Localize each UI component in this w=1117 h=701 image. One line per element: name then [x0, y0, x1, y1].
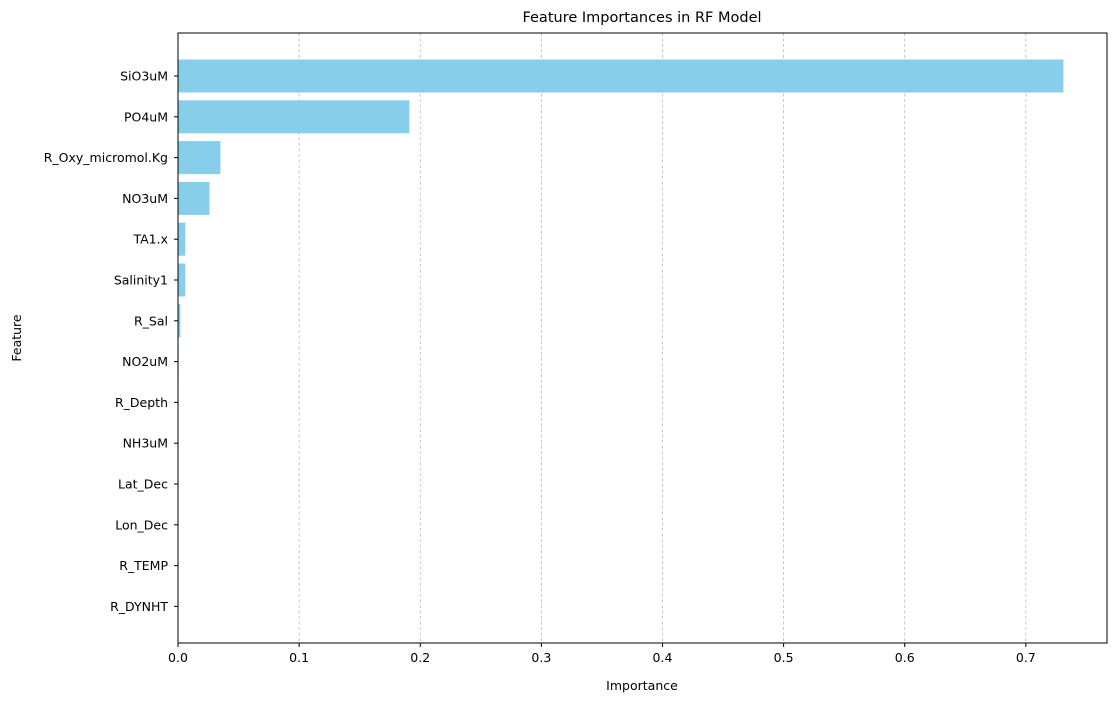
y-tick-label: NO3uM	[122, 191, 168, 206]
y-tick-label: SiO3uM	[120, 69, 168, 84]
x-axis-label: Importance	[606, 678, 678, 693]
x-tick-label: 0.6	[895, 650, 915, 665]
x-tick-label: 0.4	[653, 650, 673, 665]
plot-frame	[177, 32, 1108, 644]
bar-po4um	[178, 100, 410, 134]
y-tick-label: Lat_Dec	[118, 477, 168, 492]
y-tick-label: PO4uM	[124, 109, 168, 124]
bar-ta1-x	[178, 222, 186, 256]
bar-salinity1	[178, 263, 186, 297]
x-tick-label: 0.0	[168, 650, 188, 665]
x-tick-label: 0.7	[1016, 650, 1036, 665]
bar-no3um	[178, 181, 210, 215]
chart-title: Feature Importances in RF Model	[522, 10, 761, 26]
y-tick-label: R_Sal	[134, 313, 168, 328]
x-tick-label: 0.3	[531, 650, 551, 665]
y-tick-label: R_Oxy_micromol.Kg	[44, 150, 168, 165]
y-tick-label: R_Depth	[115, 395, 168, 410]
x-tick-label: 0.5	[774, 650, 794, 665]
y-tick-label: NO2uM	[122, 354, 168, 369]
bar-layer	[178, 59, 1064, 623]
x-axis-ticks: 0.0 0.1 0.2 0.3 0.4 0.5 0.6 0.7	[168, 643, 1036, 665]
y-tick-label: NH3uM	[123, 436, 168, 451]
y-tick-label: TA1.x	[132, 232, 168, 247]
y-tick-label: R_DYNHT	[110, 599, 168, 614]
x-tick-label: 0.2	[410, 650, 430, 665]
y-tick-label: Salinity1	[114, 273, 168, 288]
y-axis-label: Feature	[9, 314, 24, 362]
bar-r-sal	[178, 304, 181, 338]
y-tick-label: Lon_Dec	[115, 517, 168, 532]
bar-r-oxy-micromol-kg	[178, 141, 221, 175]
x-tick-label: 0.1	[289, 650, 309, 665]
grid-layer	[177, 33, 1027, 643]
y-tick-label: R_TEMP	[119, 558, 168, 573]
y-axis-ticks: SiO3uM PO4uM R_Oxy_micromol.Kg NO3uM TA1.x Sa…	[44, 69, 178, 614]
bar-sio3um	[178, 59, 1064, 93]
